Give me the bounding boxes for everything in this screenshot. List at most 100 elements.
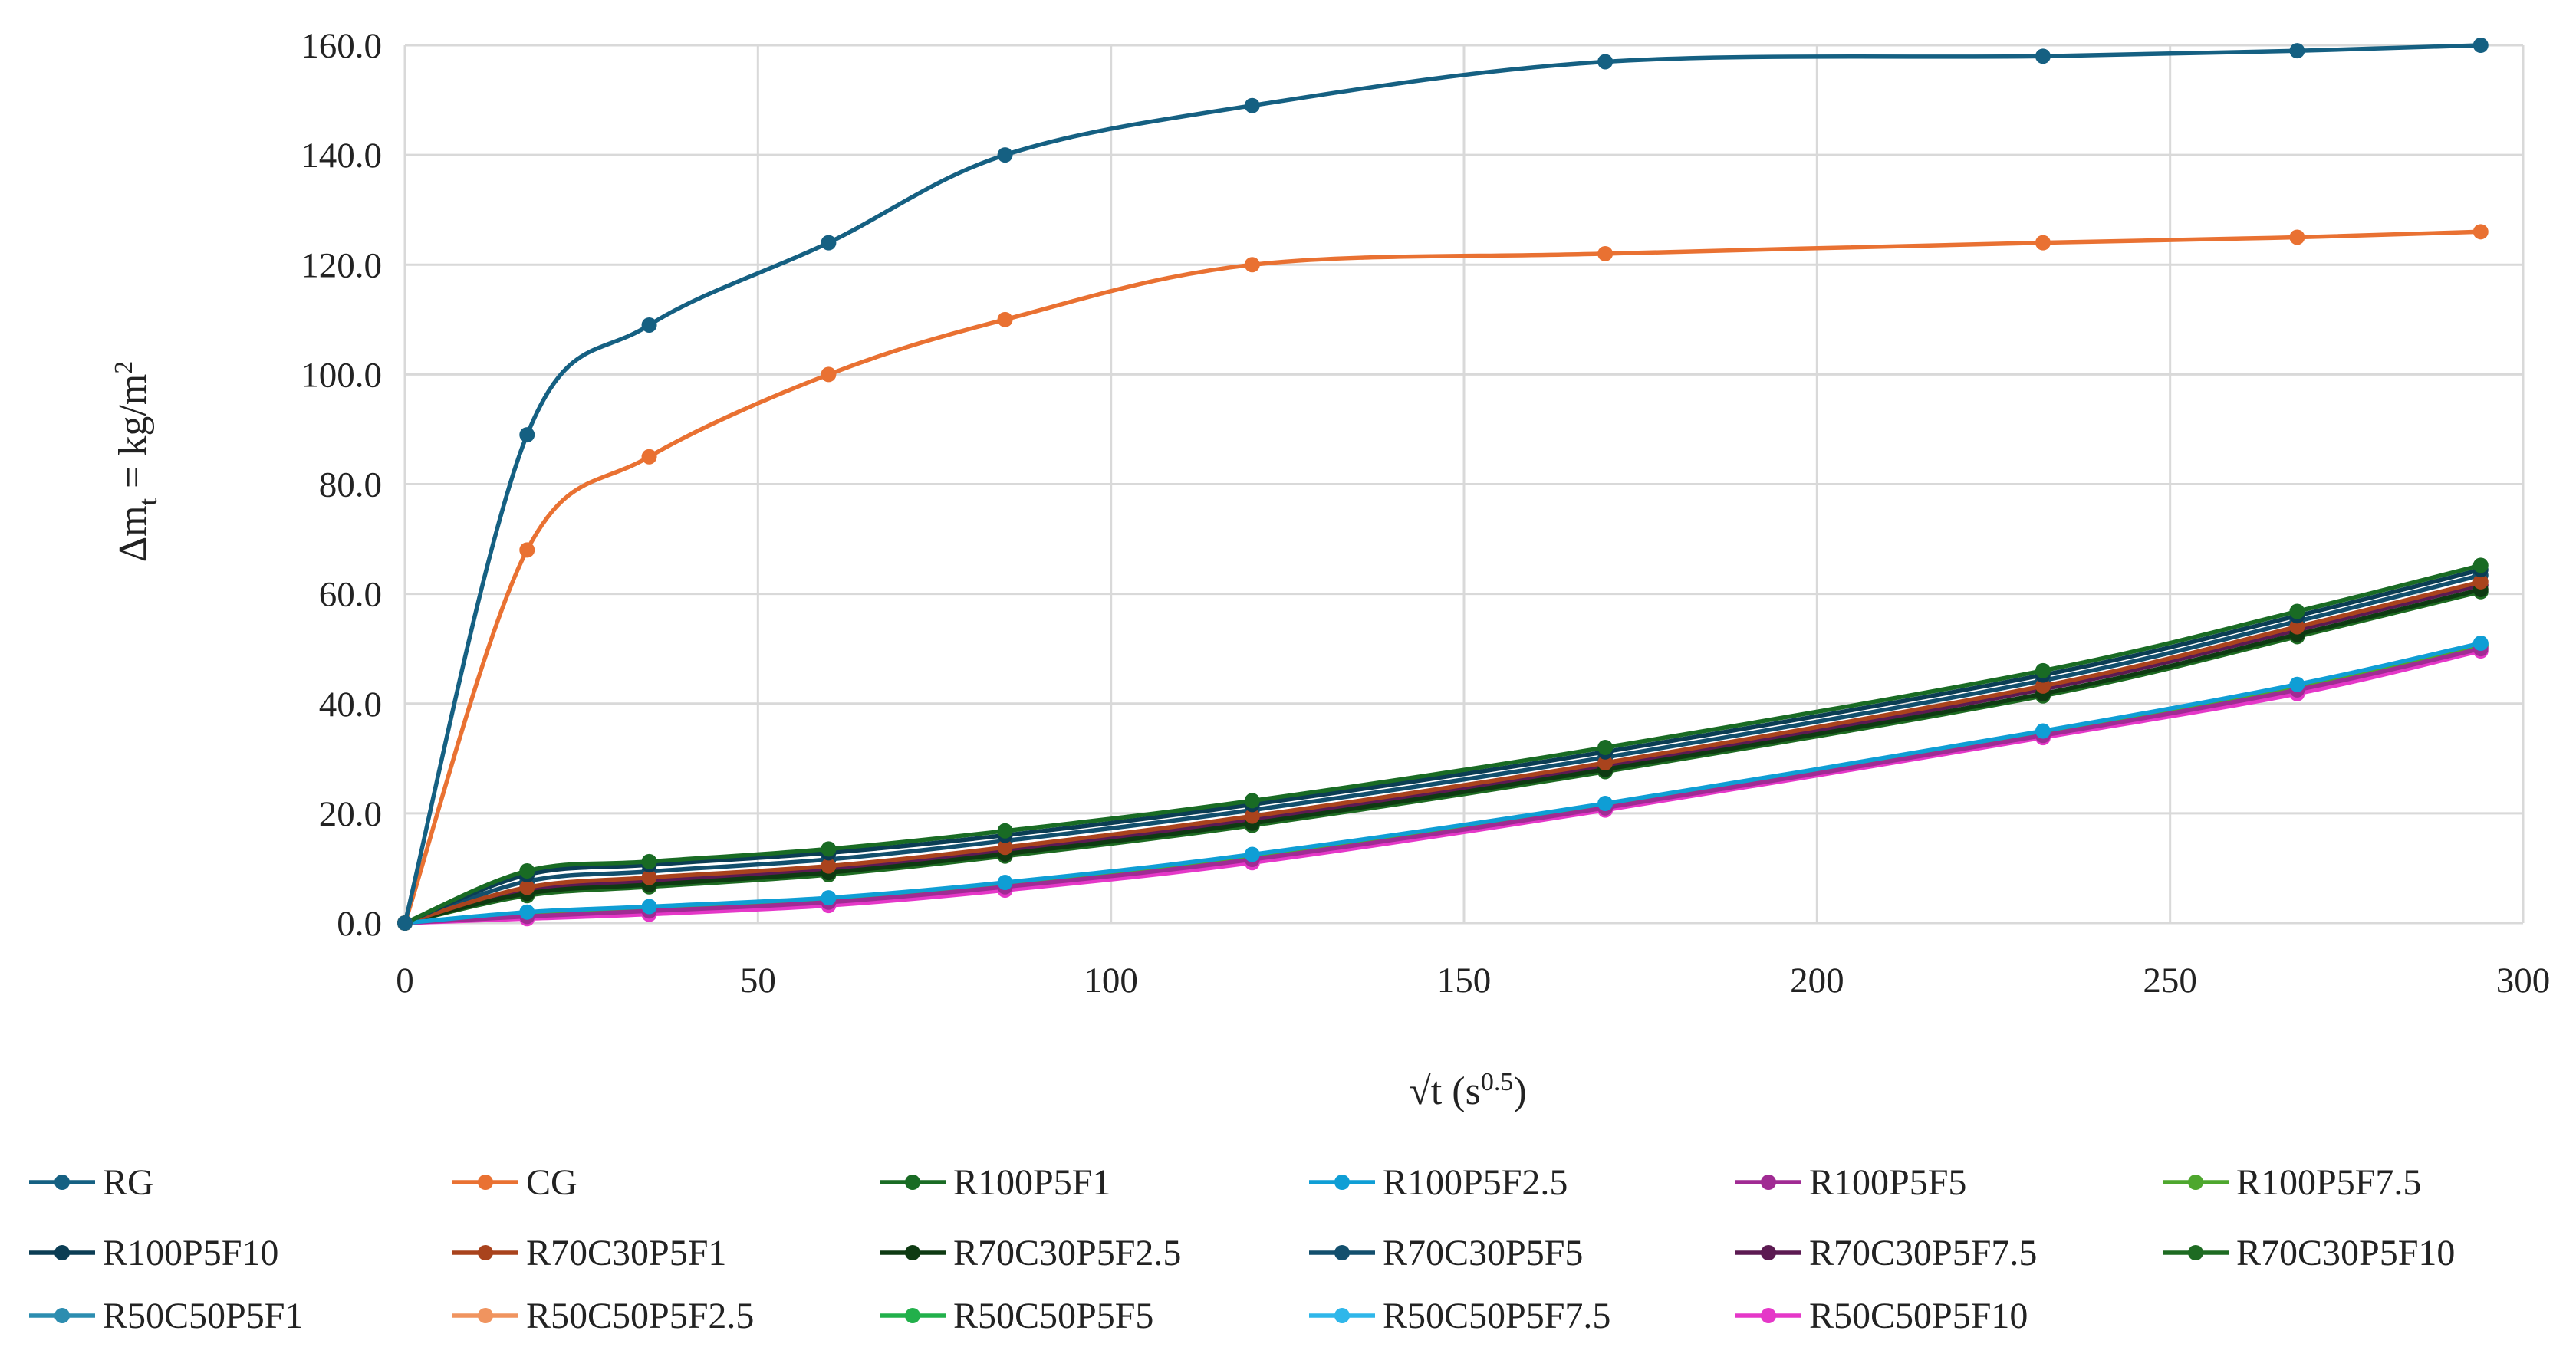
legend-swatch-marker	[478, 1308, 493, 1323]
legend-item: R100P5F10	[29, 1233, 278, 1273]
data-point	[641, 869, 657, 886]
legend-item: R70C30P5F2.5	[880, 1233, 1181, 1273]
data-point	[2289, 229, 2305, 245]
data-point	[997, 311, 1013, 327]
data-point	[2472, 224, 2489, 240]
y-tick-label: 60.0	[319, 575, 382, 615]
data-point	[1597, 795, 1614, 811]
data-point	[1597, 54, 1614, 70]
x-tick-label: 150	[1437, 961, 1492, 1001]
data-point	[519, 879, 535, 895]
x-tick-label: 0	[396, 961, 414, 1001]
legend-item: R70C30P5F7.5	[1735, 1233, 2037, 1273]
legend-item: R50C50P5F1	[29, 1296, 303, 1336]
legend-swatch-marker	[1761, 1175, 1776, 1190]
legend-label: R100P5F10	[103, 1233, 278, 1273]
y-tick-label: 40.0	[319, 685, 382, 724]
data-point	[1244, 808, 1260, 824]
data-point	[997, 823, 1013, 839]
legend-item: CG	[452, 1162, 577, 1203]
x-tick-label: 300	[2496, 961, 2551, 1001]
x-tick-label: 250	[2143, 961, 2197, 1001]
legend-swatch-marker	[905, 1308, 920, 1323]
legend-swatch-marker	[905, 1245, 920, 1260]
legend-swatch-marker	[1761, 1245, 1776, 1260]
legend-swatch-marker	[1334, 1308, 1350, 1323]
legend-label: R100P5F5	[1809, 1162, 1966, 1203]
data-point	[2472, 38, 2489, 53]
legend-label: R100P5F1	[953, 1162, 1110, 1203]
legend-swatch-marker	[1761, 1308, 1776, 1323]
legend-item: R70C30P5F1	[452, 1233, 726, 1273]
x-tick-label: 100	[1084, 961, 1138, 1001]
data-point	[2472, 557, 2489, 573]
legend-swatch-marker	[2188, 1245, 2203, 1260]
x-tick-label: 50	[740, 961, 776, 1001]
data-point	[519, 904, 535, 920]
series-R100P5F5	[397, 641, 2489, 931]
legend-swatch-marker	[478, 1175, 493, 1190]
data-point	[821, 841, 837, 857]
data-point	[519, 542, 535, 558]
legend-swatch-marker	[54, 1308, 70, 1323]
data-point	[1244, 846, 1260, 863]
data-point	[641, 449, 657, 465]
legend-label: R70C30P5F1	[526, 1233, 726, 1273]
legend-label: R50C50P5F7.5	[1383, 1296, 1610, 1336]
data-point	[1597, 740, 1614, 755]
legend-item: R70C30P5F5	[1309, 1233, 1583, 1273]
data-point	[2035, 662, 2051, 678]
legend-swatch-marker	[2188, 1175, 2203, 1190]
data-point	[997, 147, 1013, 163]
legend-item: R100P5F1	[880, 1162, 1110, 1203]
data-point	[641, 899, 657, 915]
legend-item: R70C30P5F10	[2163, 1233, 2455, 1273]
data-point	[2035, 678, 2051, 694]
series-R100P5F1	[397, 557, 2489, 931]
series-R50C50P5F2.5	[397, 639, 2489, 931]
y-tick-label: 160.0	[301, 26, 382, 66]
legend: RG CG R100P5F1 R100P5F2.5 R100P5F5 R100P5F7.5…	[29, 1162, 2455, 1336]
data-point	[821, 366, 837, 383]
y-axis-ticks: 0.0 20.0 40.0 60.0 80.0 100.0 120.0 140.0 160.0	[301, 26, 382, 944]
y-tick-label: 80.0	[319, 465, 382, 505]
legend-label: R50C50P5F2.5	[526, 1296, 754, 1336]
legend-label: R70C30P5F5	[1383, 1233, 1583, 1273]
legend-label: R100P5F2.5	[1383, 1162, 1568, 1203]
series-line	[403, 43, 2481, 924]
legend-item: R50C50P5F7.5	[1309, 1296, 1610, 1336]
data-point	[519, 863, 535, 879]
legend-swatch-marker	[54, 1175, 70, 1190]
data-point	[821, 858, 837, 874]
legend-swatch-marker	[1334, 1245, 1350, 1260]
legend-label: R50C50P5F10	[1809, 1296, 2028, 1336]
data-point	[641, 317, 657, 333]
data-point	[1244, 97, 1260, 113]
series-line	[403, 229, 2481, 924]
y-tick-label: 0.0	[337, 904, 382, 944]
data-point	[1597, 755, 1614, 771]
x-axis-title: √t (s0.5)	[1409, 1068, 1526, 1113]
data-point	[2289, 603, 2305, 619]
legend-swatch-marker	[478, 1245, 493, 1260]
legend-label: R50C50P5F5	[953, 1296, 1153, 1336]
data-point	[1244, 257, 1260, 273]
data-point	[2035, 48, 2051, 64]
data-point	[2289, 676, 2305, 692]
legend-label: R100P5F7.5	[2236, 1162, 2421, 1203]
data-point	[1244, 793, 1260, 809]
y-tick-label: 140.0	[301, 136, 382, 176]
legend-label: R70C30P5F7.5	[1809, 1233, 2037, 1273]
legend-item: R100P5F5	[1735, 1162, 1966, 1203]
legend-label: R70C30P5F2.5	[953, 1233, 1181, 1273]
x-axis-ticks: 0 50 100 150 200 250 300	[396, 961, 2550, 1001]
legend-item: R100P5F7.5	[2163, 1162, 2421, 1203]
data-point	[519, 427, 535, 443]
legend-swatch-marker	[905, 1175, 920, 1190]
data-point	[2289, 43, 2305, 59]
data-point	[2472, 636, 2489, 652]
legend-item: R50C50P5F2.5	[452, 1296, 754, 1336]
legend-label: RG	[103, 1162, 154, 1203]
data-point	[2289, 619, 2305, 635]
